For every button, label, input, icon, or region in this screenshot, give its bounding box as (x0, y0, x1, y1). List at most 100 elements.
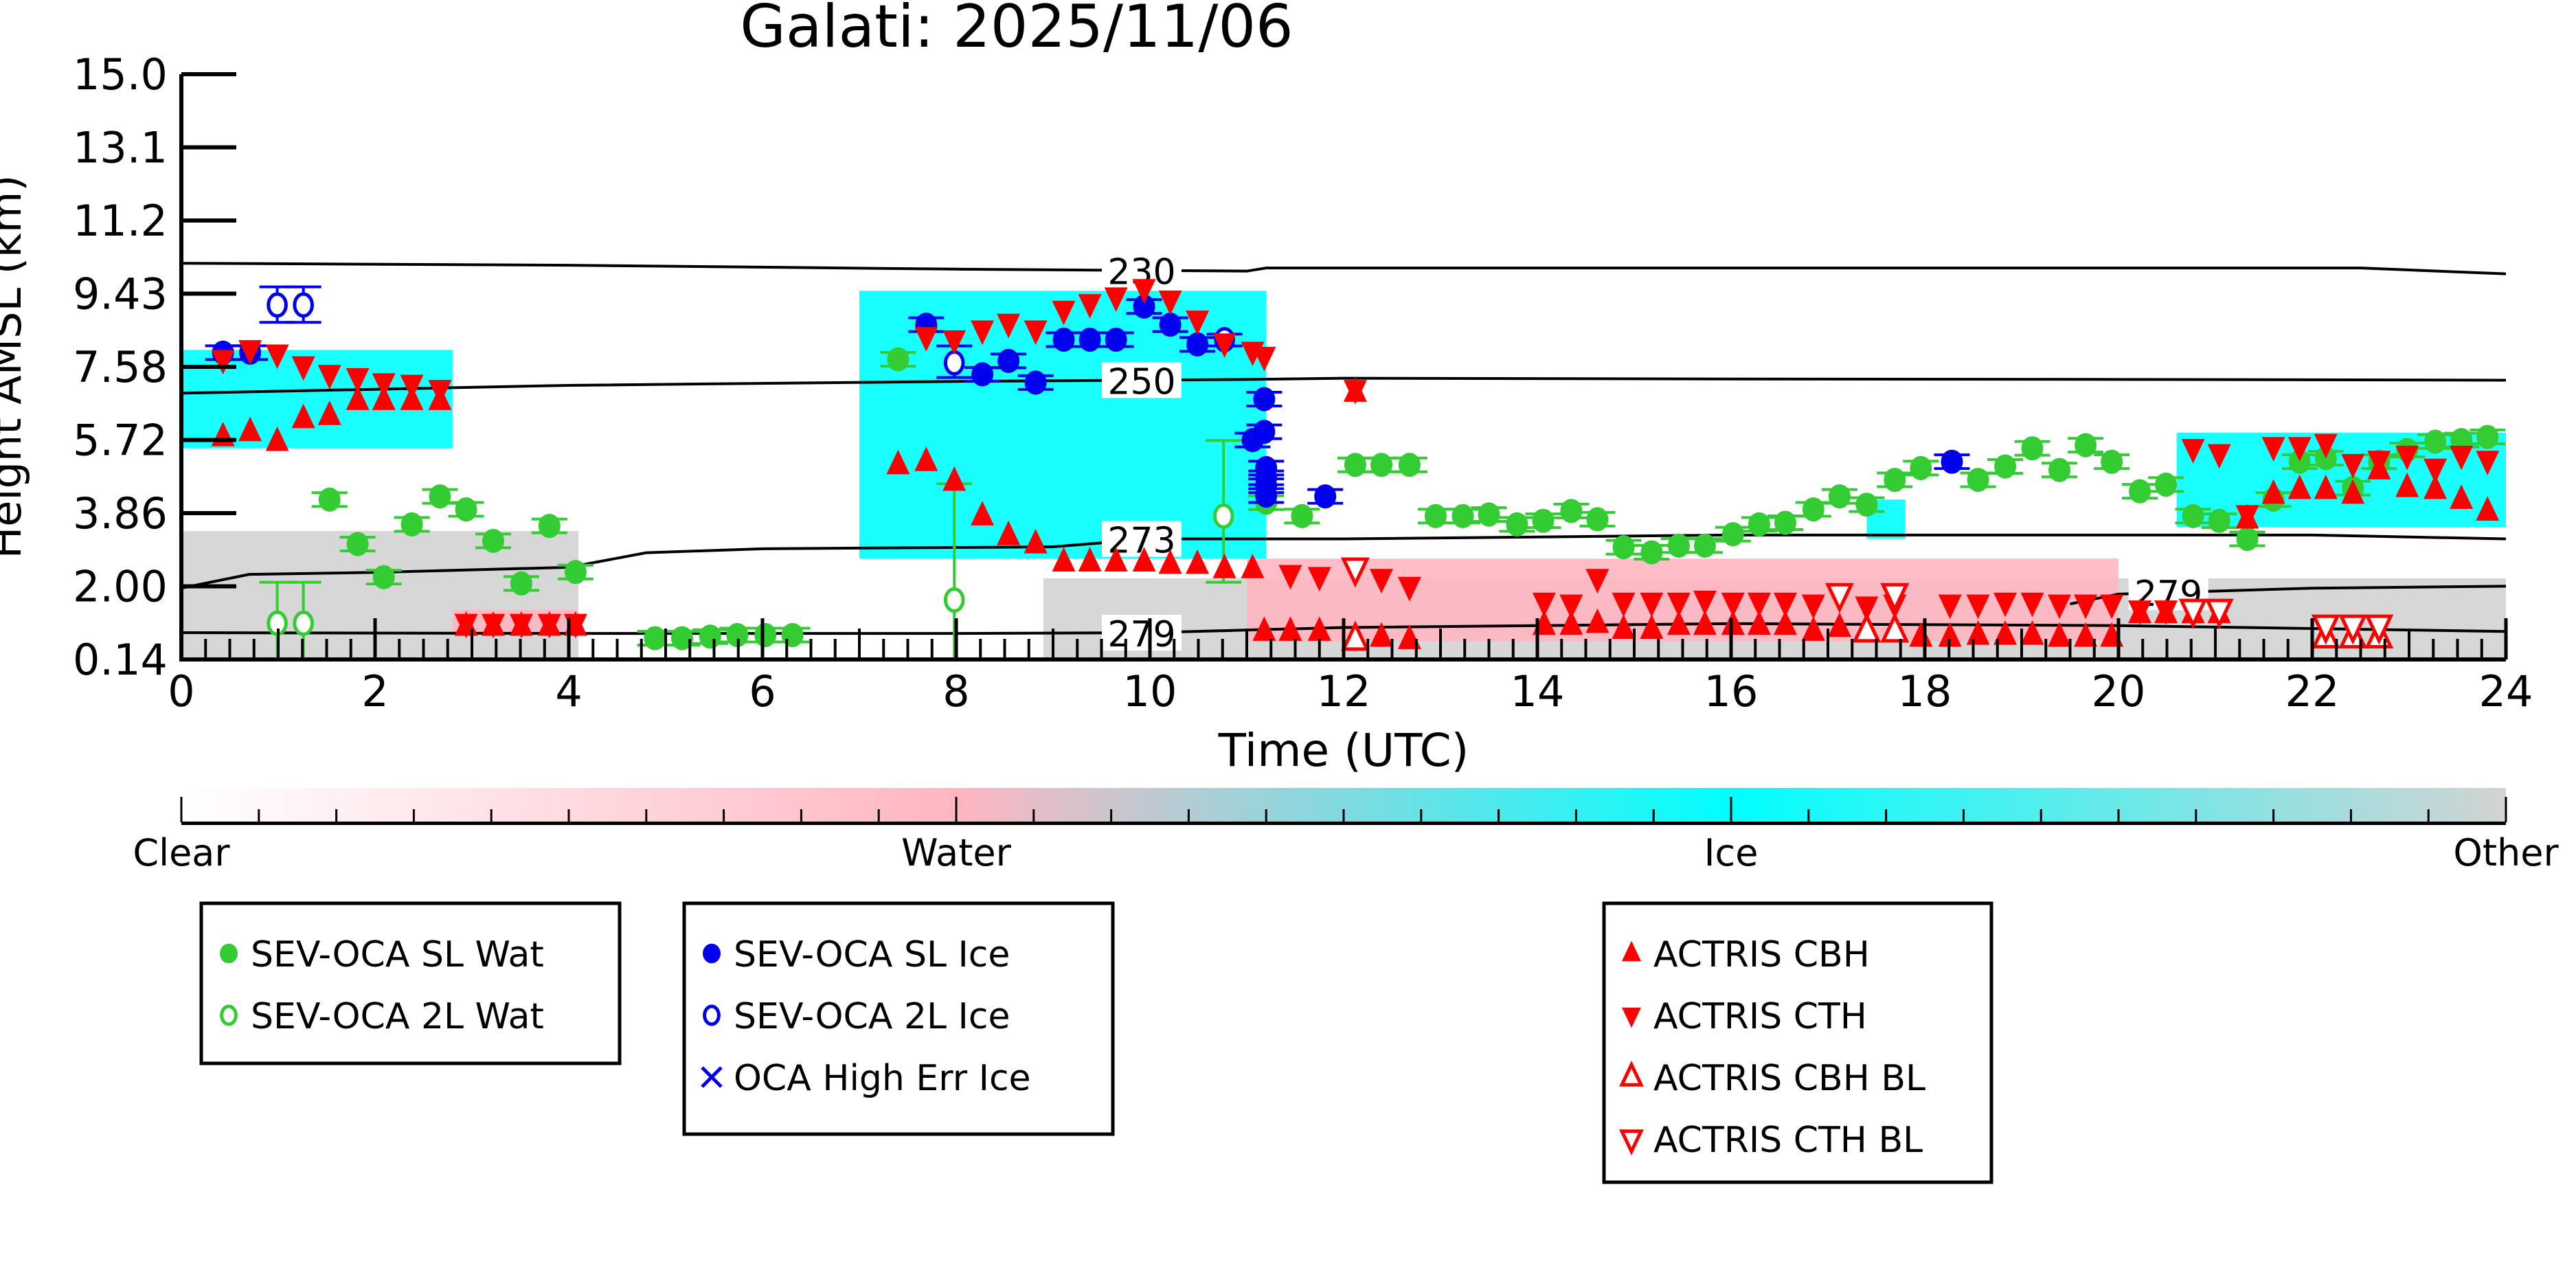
legend-label: OCA High Err Ice (734, 1058, 1031, 1099)
legend-box-3: ACTRIS CBH ACTRIS CTH ACTRIS CBH BL ACTRIS … (1602, 901, 1993, 1184)
data-point (2047, 594, 2071, 620)
legend-label: ACTRIS CBH BL (1653, 1058, 1925, 1099)
data-markers (205, 279, 2506, 661)
data-point (2364, 614, 2394, 645)
data-point (2075, 433, 2097, 457)
data-point (997, 520, 1021, 545)
data-point (2182, 504, 2204, 528)
data-point (1212, 333, 1236, 359)
data-point (293, 610, 314, 636)
data-point (238, 416, 262, 442)
data-point (1344, 453, 1366, 477)
data-point (482, 528, 505, 554)
legend-marker-icon (703, 1004, 721, 1026)
chart-title: Galati: 2025/11/06 (740, 0, 1293, 61)
data-point (372, 385, 396, 410)
y-tick-label: 15.0 (73, 49, 168, 100)
contour-label-bg (1102, 615, 1182, 651)
data-point (1993, 592, 2018, 618)
data-point (510, 571, 532, 596)
data-point (1773, 610, 1797, 635)
data-point (400, 512, 423, 536)
data-point (1105, 327, 1127, 352)
data-point (1052, 547, 1076, 572)
legend-item: SEV-OCA SL Wat (220, 934, 544, 975)
data-point (2100, 594, 2124, 620)
data-point (754, 622, 777, 648)
data-point (971, 362, 994, 387)
data-point (2450, 445, 2474, 471)
data-point (1880, 612, 1910, 643)
legend-marker-icon (220, 943, 238, 964)
series-actris-cth (211, 279, 2500, 639)
data-point (509, 613, 533, 639)
legends: SEV-OCA SL Wat SEV-OCA 2L Wat SEV-OCA SL I… (199, 901, 1993, 1184)
legend-box-2: SEV-OCA SL Ice SEV-OCA 2L Ice OCA High Err… (682, 901, 1115, 1136)
data-point (2047, 622, 2071, 647)
data-point (1397, 576, 1421, 602)
data-point (2424, 458, 2448, 484)
legend-item: ACTRIS CBH (1622, 934, 1870, 975)
x-tick-label: 14 (1511, 666, 1565, 716)
data-point (1693, 610, 1717, 635)
data-point (1966, 620, 1990, 645)
data-point (1693, 533, 1716, 558)
contour-line-250 (181, 376, 2506, 395)
data-point (1559, 610, 1583, 635)
legend-label: SEV-OCA SL Ice (734, 934, 1010, 975)
data-point (1721, 522, 1744, 547)
data-point (267, 292, 288, 318)
data-point (1532, 508, 1555, 533)
legend-marker-icon (701, 1066, 723, 1088)
data-point (670, 626, 693, 651)
data-point (2128, 600, 2152, 625)
data-point (1559, 594, 1583, 620)
y-tick-label: 3.86 (73, 488, 168, 539)
data-point (2155, 472, 2178, 497)
data-point (1158, 290, 1182, 315)
y-tick-label: 7.58 (73, 342, 168, 392)
x-tick-label: 20 (2092, 666, 2146, 716)
data-point (644, 626, 666, 651)
data-point (1801, 594, 1825, 620)
data-point (1994, 454, 2017, 479)
legend-label: ACTRIS CTH (1653, 996, 1867, 1037)
data-point (346, 532, 369, 556)
x-tick-label: 4 (555, 666, 582, 716)
data-point (1773, 592, 1797, 618)
data-point (1278, 565, 1302, 590)
data-point (2236, 526, 2259, 552)
data-point (2338, 614, 2368, 645)
data-point (400, 374, 424, 400)
data-point (538, 514, 561, 539)
data-point (1024, 370, 1047, 395)
legend-item: ACTRIS CBH BL (1619, 1058, 1925, 1099)
data-point (1253, 387, 1276, 411)
data-point (2424, 474, 2448, 499)
data-point (997, 348, 1020, 373)
data-point (293, 292, 314, 318)
data-point (726, 622, 749, 648)
x-tick-label: 24 (2479, 666, 2533, 716)
data-point (1612, 614, 1636, 640)
data-point (781, 622, 804, 648)
data-point (1747, 592, 1771, 618)
y-tick-label: 11.2 (73, 196, 168, 246)
data-point (1255, 483, 1278, 508)
data-point (2181, 439, 2205, 464)
data-point (454, 613, 478, 639)
data-point (265, 426, 289, 451)
data-point (1506, 512, 1528, 536)
data-point (429, 484, 451, 509)
data-point (1938, 594, 1962, 620)
data-point (1721, 592, 1745, 618)
data-point (1307, 567, 1331, 592)
data-point (1585, 569, 1609, 594)
colorbar-label-ice: Ice (1704, 831, 1759, 874)
data-point (1612, 592, 1636, 618)
data-point (317, 365, 341, 389)
data-point (2101, 449, 2123, 474)
x-tick-label: 2 (361, 666, 388, 716)
colorbar-label-water: Water (901, 831, 1011, 874)
data-point (537, 613, 561, 639)
